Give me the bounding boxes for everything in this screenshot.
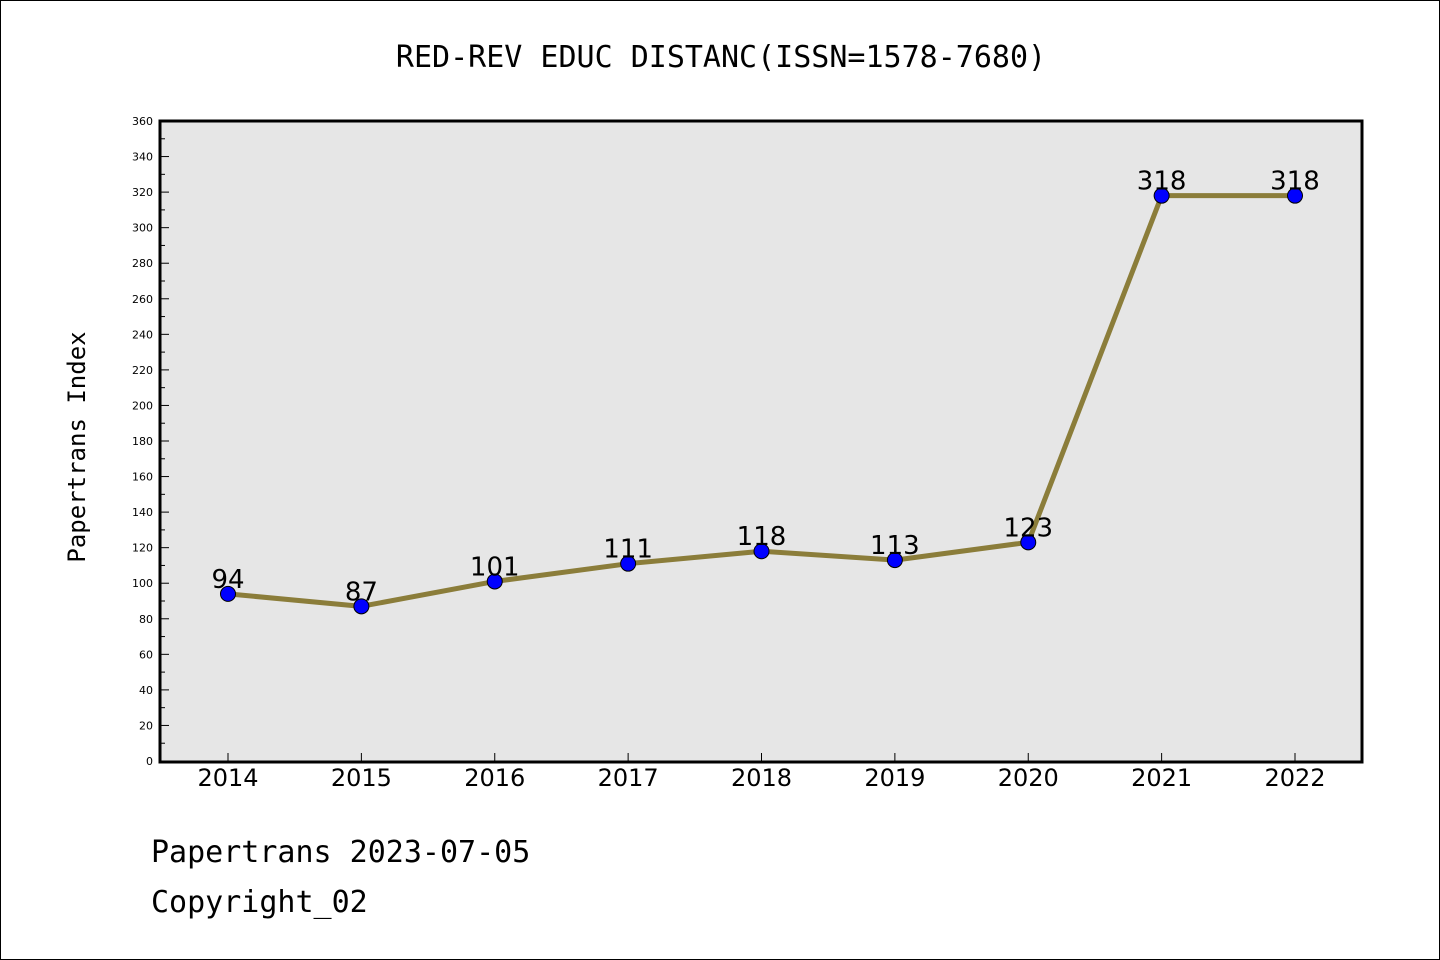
data-label: 101 — [470, 552, 520, 582]
data-label: 111 — [603, 535, 653, 565]
data-point — [1020, 534, 1037, 551]
y-tick-label: 240 — [132, 328, 153, 341]
plot-area — [158, 119, 1364, 764]
data-labels: 94 87 101 111 118 113 123 318 318 — [211, 167, 1319, 608]
data-point — [886, 552, 903, 569]
footer-date: Papertrans 2023-07-05 — [151, 835, 531, 870]
data-point — [620, 555, 637, 572]
y-tick-label: 180 — [132, 435, 153, 448]
y-axis-label: Papertrans Index — [63, 331, 91, 562]
y-tick-label: 40 — [139, 684, 153, 697]
y-tick-label: 200 — [132, 399, 153, 412]
data-point — [753, 543, 770, 560]
x-tick-label: 2020 — [998, 764, 1059, 792]
data-point — [220, 585, 236, 602]
y-tick-label: 80 — [139, 613, 153, 626]
data-label: 123 — [1003, 513, 1053, 543]
data-label: 87 — [345, 577, 378, 607]
y-tick-label: 120 — [132, 542, 153, 555]
data-label: 118 — [737, 522, 787, 552]
y-tick-label: 300 — [132, 222, 153, 235]
y-tick-label: 320 — [132, 186, 153, 199]
y-tick-label: 100 — [132, 577, 153, 590]
y-tick-label: 20 — [139, 719, 153, 732]
y-tick-label: 140 — [132, 506, 153, 519]
data-point — [1153, 187, 1170, 204]
chart-title: RED-REV EDUC DISTANC(ISSN=1578-7680) — [396, 40, 1046, 75]
y-tick-label: 60 — [139, 648, 153, 661]
x-tick-label: 2021 — [1131, 764, 1192, 792]
y-tick-label: 280 — [132, 257, 153, 270]
x-tick-label: 2018 — [731, 764, 792, 792]
x-tick-label: 2022 — [1264, 764, 1325, 792]
data-point — [1287, 187, 1303, 204]
x-tick-label: 2015 — [331, 764, 392, 792]
x-tick-label: 2016 — [464, 764, 525, 792]
data-label: 318 — [1270, 167, 1320, 197]
x-tick-label: 2019 — [864, 764, 925, 792]
data-point — [486, 573, 503, 590]
y-tick-label: 340 — [132, 151, 153, 164]
x-tick-label: 2014 — [197, 764, 258, 792]
data-label: 113 — [870, 531, 920, 561]
x-tick-label: 2017 — [598, 764, 659, 792]
footer-copyright: Copyright_02 — [151, 885, 368, 920]
y-tick-label: 0 — [146, 755, 153, 768]
y-tick-label: 360 — [132, 115, 153, 128]
x-axis: 2014 2015 2016 2017 2018 2019 2020 2021 2022 — [197, 753, 1326, 792]
y-axis: 0 20 40 60 80 100 120 140 160 180 200 220 240 260 280 3… — [132, 115, 169, 768]
series-layer — [220, 187, 1303, 615]
data-point — [353, 598, 370, 615]
y-tick-label: 260 — [132, 293, 153, 306]
y-tick-label: 220 — [132, 364, 153, 377]
data-label: 318 — [1137, 167, 1187, 197]
data-label: 94 — [211, 565, 244, 595]
y-tick-label: 160 — [132, 471, 153, 484]
